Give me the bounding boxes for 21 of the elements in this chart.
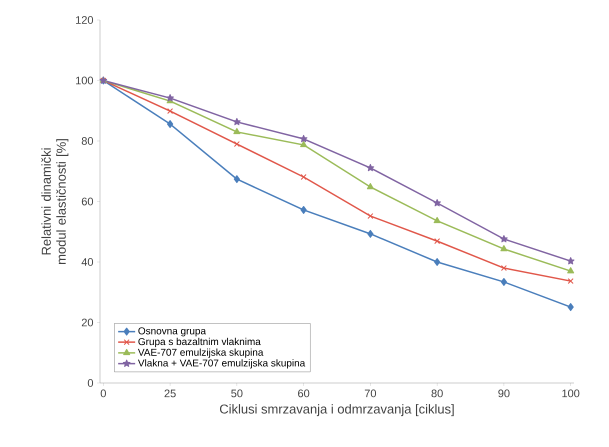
- legend-label: Osnovna grupa: [138, 327, 206, 336]
- x-tick-label: 0: [100, 390, 106, 398]
- x-tick-label: 25: [164, 390, 176, 398]
- y-axis-title: Relativni dinamički modul elastičnosti [%]: [41, 139, 68, 264]
- y-tick-label: 20: [82, 318, 94, 326]
- y-tick-label: 60: [82, 198, 94, 206]
- x-tick-label: 50: [231, 390, 243, 398]
- y-tick-label: 80: [82, 137, 94, 145]
- legend-label: Vlakna + VAE-707 emulzijska skupina: [138, 359, 306, 368]
- y-tick-label: 100: [76, 76, 94, 84]
- y-tick-label: 40: [82, 258, 94, 266]
- y-tick-label: 120: [76, 16, 94, 24]
- x-axis-title: Ciklusi smrzavanja i odmrzavanja [ciklus]: [220, 404, 454, 416]
- x-tick-label: 90: [498, 390, 510, 398]
- x-tick-label: 60: [298, 390, 310, 398]
- legend-label: VAE-707 emulzijska skupina: [138, 348, 264, 358]
- x-tick-label: 80: [432, 390, 443, 398]
- y-tick-label: 0: [88, 379, 94, 387]
- legend-label: Grupa s bazaltnim vlaknima: [138, 338, 261, 348]
- x-tick-label: 100: [562, 390, 580, 398]
- x-tick-label: 70: [364, 390, 376, 398]
